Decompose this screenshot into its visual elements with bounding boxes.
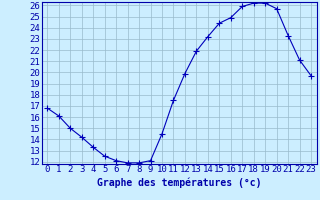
X-axis label: Graphe des températures (°c): Graphe des températures (°c): [97, 177, 261, 188]
